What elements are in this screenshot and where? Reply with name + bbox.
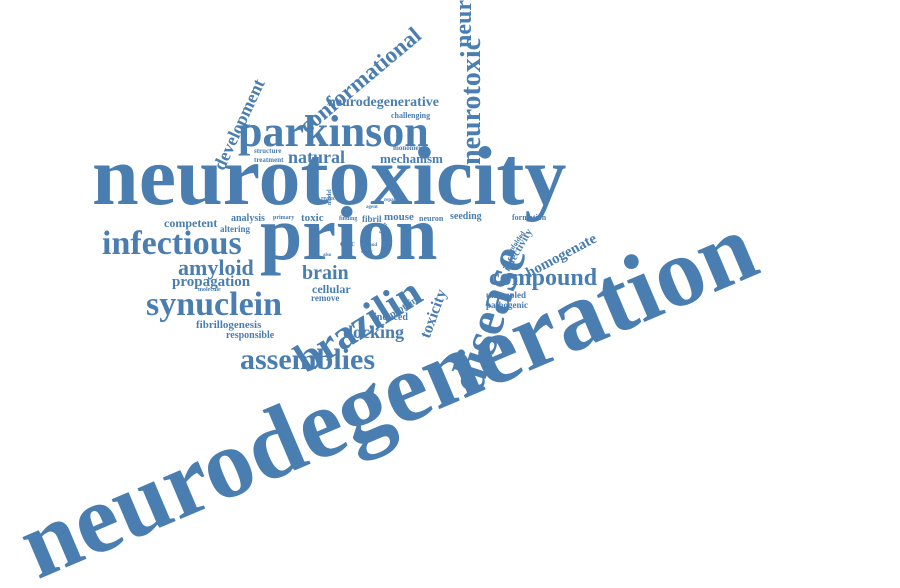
word-also: also [323,253,332,258]
word-parkinson: parkinson [238,107,429,156]
word-treatment: treatment [254,156,284,164]
word-repair: repair [384,198,398,203]
word-agent: agent [366,205,378,210]
word-natural: natural [288,147,346,167]
word-mechanism: mechanism [380,151,443,166]
word-uncoupled: uncoupled [486,290,527,300]
word-reduce: reduce [321,196,339,202]
word-study: study [361,250,373,255]
word-remove: remove [311,293,340,303]
word-fibril: fibril [362,214,382,224]
word-pathogenic: pathogenic [486,300,529,310]
word-molecule: molecule [198,287,221,293]
word-toxic: toxic [301,212,324,224]
word-seeding: seeding [450,211,482,222]
word-assemblies: assemblies [240,343,375,376]
word-method: method [361,243,378,248]
word-challenging: challenging [391,111,431,120]
word-docking: docking [343,322,405,342]
word-responsible: responsible [226,330,275,341]
word-quic: quic [340,239,355,248]
word-competent: competent [164,216,218,230]
word-structure: structure [254,147,282,155]
word-cellular: cellular [312,282,351,296]
word-altering: altering [220,224,250,234]
word-neurotoxic-vertical: neurotoxic [456,37,487,165]
word-analysis: analysis [231,213,265,224]
word-synuclein: synuclein [146,286,283,323]
word-propagation: propagation [172,274,251,290]
word-neurotoxicity: neurotoxicity [92,130,567,223]
word-neurodegenerative: neurodegenerative [328,95,439,110]
word-amyloid: amyloid [178,255,254,280]
word-neuron: neuron [419,214,444,223]
word-brain: brain [302,262,349,284]
word-primary: primary [273,215,295,221]
word-fibrillogenesis: fibrillogenesis [196,319,262,331]
word-monomer: monomer [393,144,422,152]
word-induced: induced [374,312,408,323]
word-infectious: infectious [102,225,242,262]
word-neurotoxic-top: neurotoxic [451,0,477,48]
word-prion: prion [260,192,438,276]
word-formation: formation [512,213,547,222]
word-finding: finding [339,216,358,222]
word-mouse: mouse [384,211,414,223]
word-compound: compound [489,265,598,291]
